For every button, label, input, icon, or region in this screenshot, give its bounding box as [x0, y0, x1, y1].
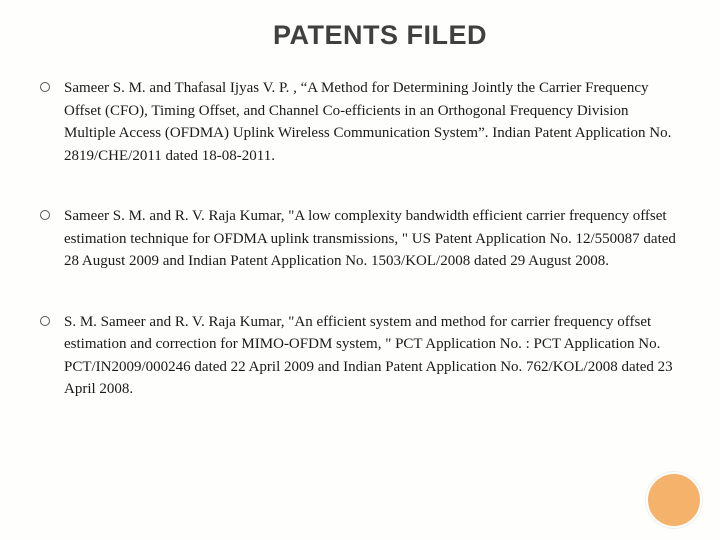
slide: PATENTS FILED Sameer S. M. and Thafasal … [0, 0, 720, 540]
list-item-text: Sameer S. M. and Thafasal Ijyas V. P. , … [64, 77, 680, 167]
bullet-icon [40, 82, 50, 92]
bullet-icon [40, 316, 50, 326]
list-item-text: S. M. Sameer and R. V. Raja Kumar, "An e… [64, 311, 680, 401]
bullet-icon [40, 210, 50, 220]
slide-title: PATENTS FILED [80, 20, 680, 51]
list-item: S. M. Sameer and R. V. Raja Kumar, "An e… [40, 311, 680, 401]
patents-list: Sameer S. M. and Thafasal Ijyas V. P. , … [40, 77, 680, 401]
list-item-text: Sameer S. M. and R. V. Raja Kumar, "A lo… [64, 205, 680, 273]
list-item: Sameer S. M. and R. V. Raja Kumar, "A lo… [40, 205, 680, 273]
list-item: Sameer S. M. and Thafasal Ijyas V. P. , … [40, 77, 680, 167]
decor-circle-icon [646, 472, 702, 528]
